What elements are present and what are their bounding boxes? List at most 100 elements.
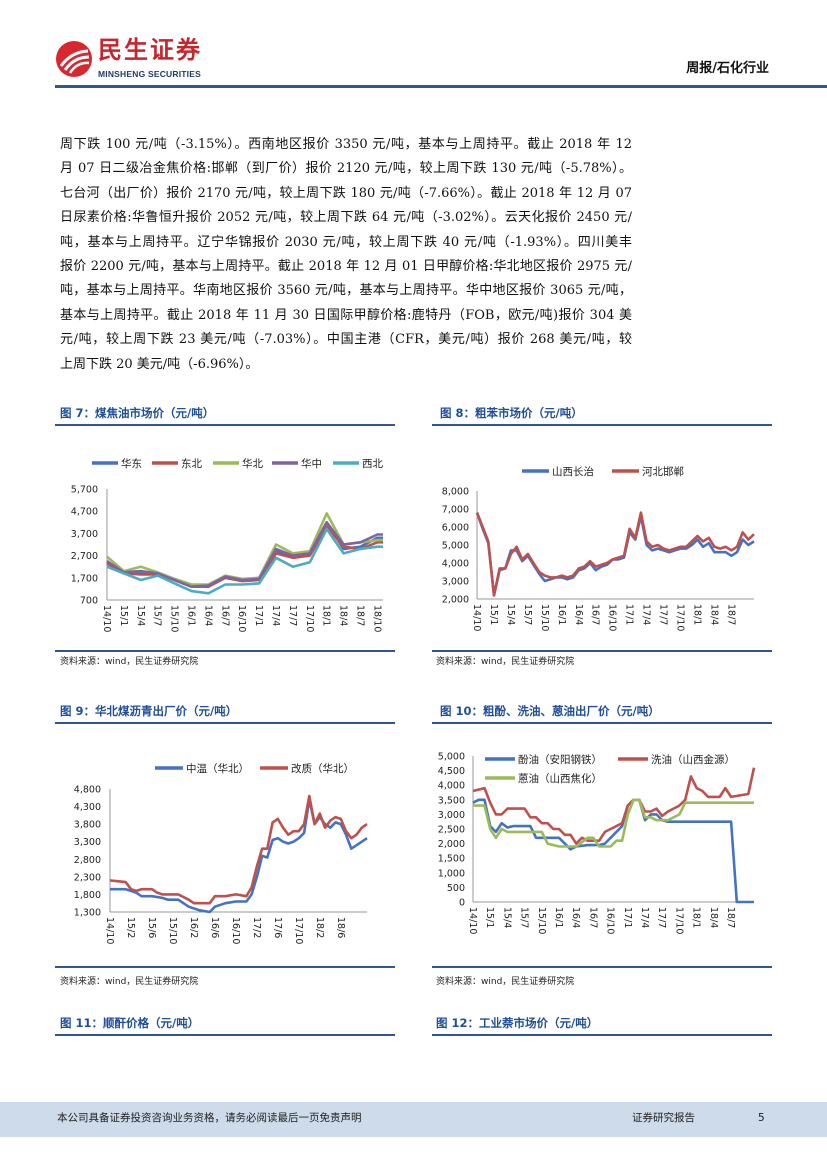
figure-9-chart: 1,300 1,800 2,300 2,800 3,300 3,800 4,300 4,800… bbox=[74, 762, 368, 944]
figure-10-source: 资料来源：wind，民生证券研究院 bbox=[436, 977, 575, 987]
legend-label: 中温（华北） bbox=[186, 762, 249, 775]
y-tick-label: 4,700 bbox=[71, 507, 98, 518]
report-section: 周报/石化行业 bbox=[686, 61, 769, 76]
series-line-1 bbox=[472, 798, 754, 904]
paragraph-line: 七台河（出厂价）报价 2170 元/吨，较上周下跌 180 元/吨（-7.66%… bbox=[60, 185, 632, 201]
y-tick-label: 1,800 bbox=[74, 890, 101, 901]
logo-english-name: MINSHENG SECURITIES bbox=[98, 69, 201, 79]
y-tick-label: 5,000 bbox=[438, 752, 465, 763]
x-tick-label: 17/6 bbox=[272, 917, 283, 938]
legend-label: 河北邯郸 bbox=[642, 465, 684, 478]
body-paragraph: 周下跌 100 元/吨（-3.15%）。西南地区报价 3350 元/吨，基本与上… bbox=[60, 133, 632, 377]
x-tick-label: 14/10 bbox=[467, 907, 478, 934]
y-tick-label: 4,800 bbox=[74, 785, 101, 796]
figure-9-bottom-rule bbox=[55, 966, 395, 968]
page-footer: 本公司具备证券投资咨询业务资格，请务必阅读最后一页免责声明 证券研究报告 5 bbox=[0, 1102, 827, 1137]
x-tick-label: 16/1 bbox=[556, 604, 567, 625]
x-tick-label: 14/10 bbox=[101, 605, 112, 632]
figure-8-source: 资料来源：wind，民生证券研究院 bbox=[436, 657, 575, 667]
x-tick-label: 16/4 bbox=[573, 604, 584, 625]
legend-label: 华东 bbox=[121, 457, 142, 470]
x-tick-label: 15/2 bbox=[125, 917, 136, 938]
minsheng-logo-icon bbox=[56, 41, 92, 77]
x-tick-label: 15/4 bbox=[501, 907, 512, 928]
x-tick-label: 16/1 bbox=[553, 907, 564, 928]
series-line-3 bbox=[473, 798, 754, 848]
figure-9-top-rule bbox=[55, 722, 395, 724]
series-line-1 bbox=[110, 798, 368, 914]
x-tick-label: 17/10 bbox=[304, 605, 315, 632]
x-tick-label: 17/10 bbox=[293, 917, 304, 944]
figure-7-source: 资料来源：wind，民生证券研究院 bbox=[60, 657, 199, 667]
x-tick-label: 18/7 bbox=[725, 907, 736, 928]
paragraph-line: 报价 2200 元/吨，基本与上周持平。截止 2018 年 12 月 01 日甲… bbox=[60, 258, 632, 274]
y-tick-label: 4,300 bbox=[74, 802, 101, 813]
header-divider bbox=[55, 85, 827, 88]
y-tick-label: 2,300 bbox=[74, 872, 101, 883]
paragraph-line: 日尿素价格:华鲁恒升报价 2052 元/吨，较上周下跌 64 元/吨（-3.02… bbox=[60, 210, 632, 226]
figure-10-title: 图 10：粗酚、洗油、蒽油出厂价（元/吨） bbox=[440, 704, 660, 718]
page-number: 5 bbox=[758, 1112, 765, 1124]
x-tick-label: 16/7 bbox=[590, 604, 601, 625]
figure-8-bottom-rule bbox=[432, 650, 772, 652]
y-tick-label: 700 bbox=[80, 596, 98, 607]
x-tick-label: 18/1 bbox=[321, 605, 332, 626]
footer-report-type: 证券研究报告 bbox=[632, 1112, 695, 1124]
x-tick-label: 15/4 bbox=[505, 604, 516, 625]
y-tick-label: 8,000 bbox=[442, 487, 469, 498]
x-tick-label: 16/7 bbox=[587, 907, 598, 928]
x-tick-label: 15/6 bbox=[146, 917, 157, 938]
x-tick-label: 15/7 bbox=[519, 907, 530, 928]
figure-8-chart: 2,000 3,000 4,000 5,000 6,000 7,000 8,000 14/10… bbox=[442, 465, 755, 631]
y-tick-label: 0 bbox=[459, 898, 465, 909]
y-tick-label: 3,500 bbox=[438, 795, 465, 806]
x-tick-label: 17/4 bbox=[641, 604, 652, 625]
y-tick-label: 3,000 bbox=[442, 577, 469, 588]
figure-9-source: 资料来源：wind，民生证券研究院 bbox=[60, 977, 199, 987]
x-tick-label: 18/2 bbox=[314, 917, 325, 938]
figure-8-title: 图 8：粗苯市场价（元/吨） bbox=[440, 406, 583, 420]
x-tick-label: 18/7 bbox=[354, 605, 365, 626]
y-tick-label: 2,800 bbox=[74, 855, 101, 866]
x-tick-label: 18/10 bbox=[371, 605, 382, 632]
x-tick-label: 15/7 bbox=[152, 605, 163, 626]
x-tick-label: 16/4 bbox=[202, 605, 213, 626]
x-tick-label: 17/10 bbox=[673, 907, 684, 934]
y-tick-label: 3,700 bbox=[71, 529, 98, 540]
y-tick-label: 500 bbox=[447, 883, 465, 894]
x-tick-label: 18/7 bbox=[725, 604, 736, 625]
x-tick-label: 16/6 bbox=[209, 917, 220, 938]
figure-10-top-rule bbox=[432, 722, 772, 724]
y-tick-label: 2,000 bbox=[442, 595, 469, 606]
x-tick-label: 16/10 bbox=[605, 907, 616, 934]
x-tick-label: 17/10 bbox=[675, 604, 686, 631]
y-tick-label: 3,800 bbox=[74, 820, 101, 831]
legend-label: 东北 bbox=[181, 457, 202, 470]
x-tick-label: 14/10 bbox=[471, 604, 482, 631]
figure-11-title: 图 11：顺酐价格（元/吨） bbox=[60, 1016, 200, 1030]
y-tick-label: 7,000 bbox=[442, 505, 469, 516]
legend-label: 洗油（山西金源） bbox=[651, 753, 735, 766]
legend-label: 蒽油（山西焦化） bbox=[518, 772, 602, 785]
x-tick-label: 16/1 bbox=[185, 605, 196, 626]
x-tick-label: 18/1 bbox=[691, 907, 702, 928]
x-tick-label: 15/1 bbox=[484, 907, 495, 928]
x-tick-label: 16/2 bbox=[188, 917, 199, 938]
legend-label: 华中 bbox=[301, 457, 322, 470]
series-line-2 bbox=[109, 794, 368, 905]
y-tick-label: 3,000 bbox=[438, 810, 465, 821]
paragraph-line: 元/吨，较上周下跌 23 美元/吨（-7.03%）。中国主港（CFR，美元/吨）… bbox=[60, 332, 632, 348]
x-tick-label: 16/4 bbox=[570, 907, 581, 928]
legend-label: 华北 bbox=[242, 457, 263, 470]
y-tick-label: 1,700 bbox=[71, 573, 98, 584]
x-tick-label: 17/7 bbox=[656, 907, 667, 928]
figure-12-top-rule bbox=[432, 1034, 772, 1036]
x-tick-label: 15/4 bbox=[135, 605, 146, 626]
series-line-4 bbox=[106, 520, 383, 589]
figure-10-bottom-rule bbox=[432, 966, 772, 968]
y-tick-label: 5,000 bbox=[442, 541, 469, 552]
paragraph-line: 上周下跌 20 美元/吨（-6.96%）。 bbox=[60, 356, 259, 372]
x-tick-label: 17/7 bbox=[287, 605, 298, 626]
x-tick-label: 15/10 bbox=[169, 605, 180, 632]
y-tick-label: 2,500 bbox=[438, 825, 465, 836]
